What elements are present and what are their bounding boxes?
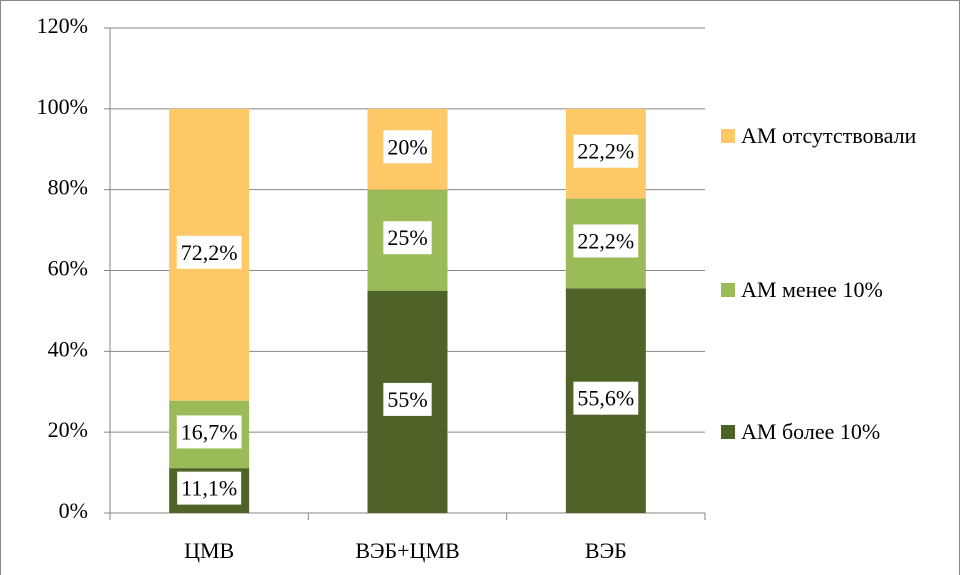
legend-swatch <box>721 283 735 297</box>
data-label: 25% <box>387 225 427 250</box>
data-label: 16,7% <box>181 419 238 444</box>
y-tick-label: 120% <box>37 13 88 38</box>
y-tick-label: 20% <box>48 417 88 442</box>
x-tick-label: ВЭБ <box>585 538 627 563</box>
y-tick-label: 40% <box>48 336 88 361</box>
y-tick-label: 0% <box>59 498 88 523</box>
legend-swatch <box>721 425 735 439</box>
x-tick-label: ЦМВ <box>184 538 234 563</box>
data-label: 22,2% <box>577 139 634 164</box>
data-label: 72,2% <box>181 240 238 265</box>
y-tick-label: 60% <box>48 256 88 281</box>
y-tick-label: 80% <box>48 175 88 200</box>
data-label: 55% <box>387 387 427 412</box>
data-label-bg <box>383 382 432 416</box>
y-tick-label: 100% <box>37 94 88 119</box>
legend-item: АМ более 10% <box>721 414 941 450</box>
legend-label: АМ отсутствовали <box>741 123 917 148</box>
data-label: 22,2% <box>577 228 634 253</box>
data-label: 55,6% <box>577 386 634 411</box>
legend-item: АМ менее 10% <box>721 272 941 308</box>
data-label-bg <box>573 134 639 168</box>
data-label-bg <box>573 224 639 258</box>
data-label-bg <box>176 415 242 449</box>
data-label-bg <box>573 381 639 415</box>
data-label-bg <box>177 471 242 505</box>
legend-item: АМ отсутствовали <box>721 118 941 154</box>
data-label-bg <box>383 130 432 164</box>
legend-label: АМ более 10% <box>741 419 881 444</box>
data-label-bg <box>176 235 242 269</box>
x-tick-label: ВЭБ+ЦМВ <box>355 538 459 563</box>
data-label: 20% <box>387 134 427 159</box>
legend-label: АМ менее 10% <box>741 277 883 302</box>
legend-swatch <box>721 129 735 143</box>
data-label-bg <box>383 221 432 255</box>
data-label: 11,1% <box>181 476 237 501</box>
